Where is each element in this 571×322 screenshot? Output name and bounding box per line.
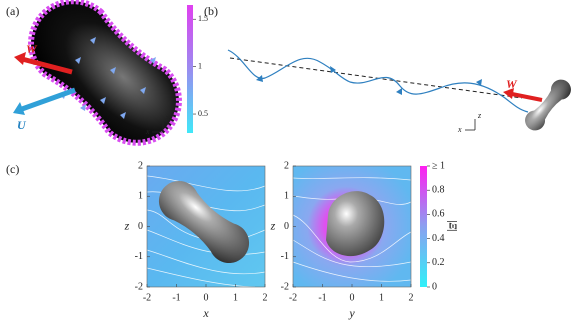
arrow-label: W <box>26 42 38 56</box>
x-tick-label: -2 <box>289 292 297 303</box>
panel-label: (c) <box>6 162 19 176</box>
axis-glyph-label: x <box>457 125 462 134</box>
x-tick-label: 2 <box>263 292 268 303</box>
y-tick-label: -2 <box>281 281 289 292</box>
x-axis-label: y <box>348 306 355 320</box>
arrow-label: W <box>506 77 518 91</box>
colorbar-tick-label: ≥ 1 <box>432 160 445 171</box>
x-axis-label: x <box>202 306 209 320</box>
body <box>158 180 250 264</box>
trajectory <box>227 49 529 113</box>
x-tick-label: -1 <box>318 292 326 303</box>
y-tick-label: -1 <box>281 251 289 262</box>
arrow-u <box>21 87 76 112</box>
x-tick-label: -1 <box>172 292 180 303</box>
colorbar-label: |Ξ| <box>447 221 458 232</box>
y-tick-label: 2 <box>138 160 143 171</box>
colorbar-tick-label: 1.5 <box>198 14 208 23</box>
arrow-head <box>13 102 25 115</box>
axis-glyph-label: x <box>145 127 150 136</box>
panel-label: (a) <box>6 4 19 18</box>
colorbar-tick-label: 1 <box>198 61 202 70</box>
y-tick-label: -2 <box>135 281 143 292</box>
colorbar-tick-label: 0.8 <box>432 184 445 195</box>
reference-line <box>229 57 523 99</box>
colorbar <box>187 5 193 133</box>
axis-glyph-label: z <box>477 111 482 120</box>
y-tick-label: 2 <box>284 160 289 171</box>
axes-glyph <box>152 120 164 133</box>
y-tick-label: -1 <box>135 251 143 262</box>
y-tick-label: 0 <box>284 221 289 232</box>
colorbar-tick-label: 0.2 <box>432 257 445 268</box>
colorbar-tick-label: 0.5 <box>198 109 208 118</box>
body <box>525 79 571 131</box>
colorbar <box>420 166 427 287</box>
trajectory-arrows <box>256 66 482 95</box>
y-axis-label: z <box>270 218 276 232</box>
x-tick-label: 1 <box>233 292 238 303</box>
y-tick-label: 0 <box>138 221 143 232</box>
axis-glyph-label: z <box>165 113 170 122</box>
arrow-w <box>511 92 543 102</box>
colorbar-tick-label: 0.4 <box>432 233 445 244</box>
arrow-head <box>503 88 514 99</box>
arrow-w <box>21 56 73 75</box>
x-tick-label: 1 <box>379 292 384 303</box>
y-axis-label: z <box>124 218 130 232</box>
x-tick-label: 0 <box>350 292 355 303</box>
x-tick-label: 0 <box>204 292 209 303</box>
y-tick-label: 1 <box>138 191 143 202</box>
axes-glyph <box>465 119 476 131</box>
panel-label: (b) <box>204 4 218 18</box>
surface-arrows <box>60 37 156 119</box>
body <box>28 0 182 146</box>
x-tick-label: -2 <box>143 292 151 303</box>
colorbar-tick-label: 0 <box>432 281 437 292</box>
colorbar-tick-label: 0.6 <box>432 209 445 220</box>
arrow-label: U <box>17 118 27 132</box>
arrow-head <box>14 52 26 65</box>
x-tick-label: 2 <box>409 292 414 303</box>
body <box>326 191 385 257</box>
y-tick-label: 1 <box>284 191 289 202</box>
